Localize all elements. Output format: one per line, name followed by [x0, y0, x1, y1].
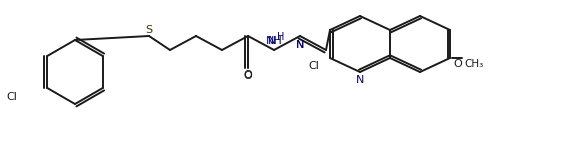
Text: H: H	[277, 32, 285, 42]
Text: N: N	[356, 75, 364, 85]
Text: NH: NH	[266, 36, 282, 46]
Text: O: O	[244, 71, 252, 81]
Text: CH₃: CH₃	[465, 59, 484, 69]
Text: N: N	[296, 40, 304, 50]
Text: N: N	[268, 36, 276, 46]
Text: Cl: Cl	[6, 92, 17, 102]
Text: Cl: Cl	[309, 61, 320, 71]
Text: O: O	[244, 70, 252, 80]
Text: S: S	[145, 25, 152, 35]
Text: O: O	[454, 59, 462, 69]
Text: N: N	[296, 40, 304, 50]
